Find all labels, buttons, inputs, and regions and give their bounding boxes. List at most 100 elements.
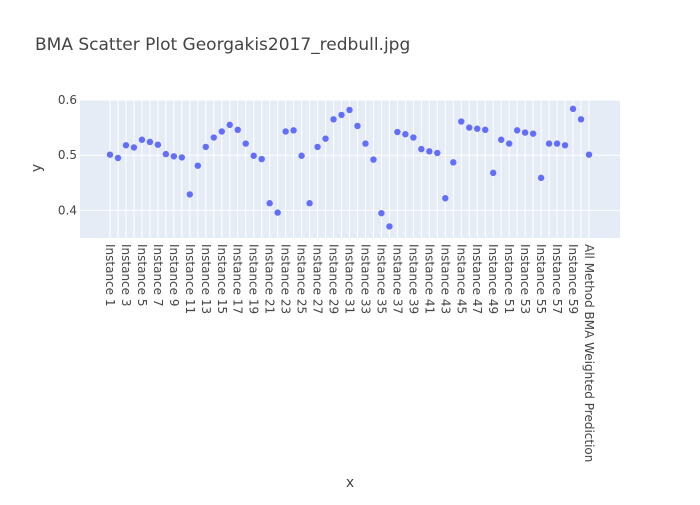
- x-tick-label: Instance 33: [358, 244, 372, 314]
- data-point[interactable]: [434, 149, 441, 157]
- x-tick-label: Instance 21: [263, 244, 277, 314]
- data-point[interactable]: [106, 151, 114, 158]
- data-point[interactable]: [442, 195, 449, 202]
- data-point[interactable]: [513, 127, 521, 134]
- data-point[interactable]: [266, 200, 273, 207]
- x-tick-label: Instance 51: [502, 244, 516, 314]
- data-point[interactable]: [537, 174, 545, 182]
- x-tick-label: Instance 3: [119, 244, 133, 307]
- x-tick-label: Instance 19: [247, 244, 261, 314]
- y-tick-label: 0.4: [58, 203, 77, 217]
- data-points: [106, 105, 593, 230]
- x-tick-label: Instance 41: [422, 244, 436, 314]
- data-point[interactable]: [466, 124, 473, 131]
- data-point[interactable]: [386, 223, 393, 230]
- x-tick-label: Instance 35: [374, 244, 388, 314]
- data-point[interactable]: [194, 162, 202, 169]
- data-point[interactable]: [505, 140, 513, 147]
- x-tick-label: Instance 23: [279, 244, 293, 314]
- y-axis-title: y: [29, 164, 45, 172]
- data-point[interactable]: [330, 116, 337, 123]
- x-tick-label: Instance 27: [311, 244, 325, 314]
- data-point[interactable]: [162, 150, 170, 158]
- y-tick-label: 0.5: [58, 148, 77, 162]
- data-point[interactable]: [218, 128, 225, 135]
- data-point[interactable]: [346, 106, 353, 114]
- data-point[interactable]: [274, 209, 281, 216]
- x-tick-label: Instance 9: [167, 244, 181, 307]
- x-tick-label: Instance 11: [183, 244, 197, 314]
- x-tick-label: All Method BMA Weighted Prediction: [582, 244, 596, 462]
- data-point[interactable]: [482, 126, 489, 134]
- data-point[interactable]: [402, 131, 409, 138]
- x-axis-title: x: [346, 475, 354, 491]
- data-point[interactable]: [545, 140, 553, 147]
- x-axis-ticks: Instance 1 Instance 3 Instance 5 Instance 7…: [103, 244, 596, 462]
- data-point[interactable]: [426, 148, 433, 155]
- data-point[interactable]: [298, 152, 305, 159]
- x-tick-label: Instance 53: [518, 244, 532, 314]
- data-point[interactable]: [553, 140, 561, 147]
- data-point[interactable]: [561, 142, 569, 149]
- x-tick-label: Instance 39: [406, 244, 420, 314]
- x-tick-label: Instance 45: [454, 244, 468, 314]
- data-point[interactable]: [450, 159, 457, 166]
- data-point[interactable]: [122, 142, 130, 149]
- x-tick-label: Instance 1: [103, 244, 117, 307]
- data-point[interactable]: [370, 156, 377, 163]
- data-point[interactable]: [577, 116, 585, 123]
- data-point[interactable]: [114, 154, 122, 162]
- x-tick-label: Instance 17: [231, 244, 245, 314]
- x-tick-label: Instance 31: [343, 244, 357, 314]
- data-point[interactable]: [458, 118, 465, 125]
- data-point[interactable]: [242, 140, 249, 147]
- x-tick-label: Instance 13: [199, 244, 213, 314]
- data-point[interactable]: [497, 136, 505, 143]
- data-point[interactable]: [322, 135, 329, 142]
- data-point[interactable]: [338, 111, 345, 119]
- data-point[interactable]: [314, 143, 321, 151]
- data-point[interactable]: [226, 121, 233, 129]
- x-tick-label: Instance 57: [550, 244, 564, 314]
- data-point[interactable]: [290, 127, 297, 134]
- data-point[interactable]: [282, 128, 289, 135]
- data-point[interactable]: [146, 138, 154, 146]
- x-tick-label: Instance 43: [438, 244, 452, 314]
- x-tick-label: Instance 5: [135, 244, 149, 307]
- data-point[interactable]: [354, 122, 361, 130]
- x-tick-label: Instance 59: [566, 244, 580, 314]
- data-point[interactable]: [250, 152, 257, 159]
- data-point[interactable]: [210, 134, 217, 141]
- data-point[interactable]: [130, 144, 138, 151]
- data-point[interactable]: [178, 154, 186, 161]
- data-point[interactable]: [474, 125, 481, 132]
- data-point[interactable]: [585, 151, 593, 158]
- data-point[interactable]: [569, 105, 577, 113]
- data-point[interactable]: [234, 126, 241, 134]
- data-point[interactable]: [362, 140, 369, 147]
- data-point[interactable]: [490, 169, 497, 177]
- x-tick-label: Instance 49: [486, 244, 500, 314]
- data-point[interactable]: [258, 155, 265, 163]
- data-point[interactable]: [418, 145, 425, 153]
- y-tick-label: 0.6: [58, 93, 77, 107]
- data-point[interactable]: [521, 129, 529, 136]
- data-point[interactable]: [529, 130, 537, 137]
- data-point[interactable]: [410, 134, 417, 141]
- data-point[interactable]: [378, 209, 385, 217]
- data-point[interactable]: [170, 153, 178, 160]
- x-tick-label: Instance 15: [215, 244, 229, 314]
- x-tick-label: Instance 47: [470, 244, 484, 314]
- data-point[interactable]: [154, 141, 162, 148]
- data-point[interactable]: [186, 191, 194, 198]
- x-tick-label: Instance 25: [295, 244, 309, 314]
- data-point[interactable]: [138, 136, 146, 143]
- x-tick-label: Instance 55: [534, 244, 548, 314]
- data-point[interactable]: [394, 128, 401, 136]
- x-tick-label: Instance 37: [390, 244, 404, 314]
- data-point[interactable]: [306, 200, 313, 207]
- chart-title: BMA Scatter Plot Georgakis2017_redbull.j…: [35, 35, 410, 55]
- x-tick-label: Instance 7: [151, 244, 165, 307]
- data-point[interactable]: [202, 143, 209, 151]
